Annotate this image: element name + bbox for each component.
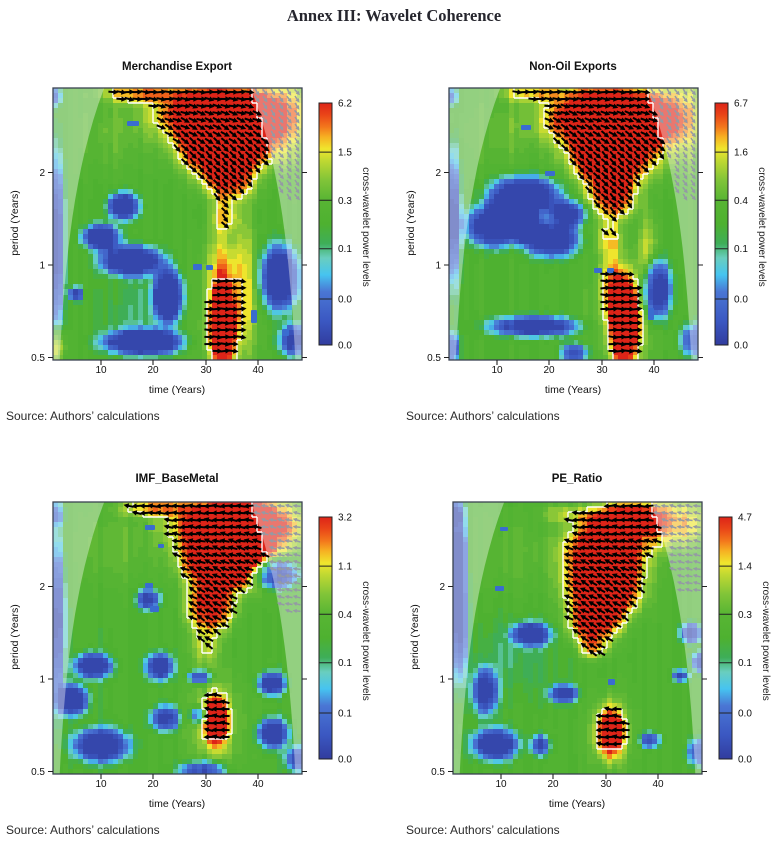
svg-text:30: 30 [600, 779, 612, 790]
svg-text:10: 10 [491, 365, 503, 376]
svg-text:20: 20 [147, 779, 159, 790]
svg-text:0.1: 0.1 [338, 658, 352, 669]
svg-text:Source: Authors’ calculations: Source: Authors’ calculations [406, 409, 560, 423]
svg-text:10: 10 [95, 779, 107, 790]
svg-text:10: 10 [95, 365, 107, 376]
svg-text:0.1: 0.1 [338, 709, 352, 720]
svg-text:time (Years): time (Years) [149, 384, 205, 396]
svg-text:0.5: 0.5 [31, 353, 45, 364]
svg-text:Merchandise Export: Merchandise Export [122, 61, 232, 73]
svg-text:period (Years): period (Years) [405, 190, 417, 256]
svg-text:cross-wavelet power levels: cross-wavelet power levels [756, 167, 767, 287]
svg-text:0.3: 0.3 [338, 196, 352, 207]
svg-text:2: 2 [435, 168, 441, 179]
svg-text:0.0: 0.0 [338, 295, 352, 306]
svg-text:1.5: 1.5 [338, 148, 352, 159]
svg-text:cross-wavelet power levels: cross-wavelet power levels [360, 581, 371, 701]
svg-text:Source: Authors’ calculations: Source: Authors’ calculations [6, 823, 160, 837]
svg-text:cross-wavelet power levels: cross-wavelet power levels [360, 167, 371, 287]
svg-text:6.2: 6.2 [338, 99, 352, 110]
svg-text:0.1: 0.1 [338, 244, 352, 255]
svg-text:1: 1 [39, 675, 45, 686]
svg-text:Source: Authors’ calculations: Source: Authors’ calculations [406, 823, 560, 837]
svg-text:40: 40 [252, 779, 264, 790]
svg-text:1.6: 1.6 [734, 148, 748, 159]
svg-text:Non-Oil Exports: Non-Oil Exports [529, 61, 617, 73]
svg-text:1: 1 [435, 261, 441, 272]
svg-text:1.1: 1.1 [338, 562, 352, 573]
svg-text:1.4: 1.4 [738, 562, 752, 573]
svg-text:time (Years): time (Years) [549, 798, 605, 810]
svg-text:cross-wavelet power levels: cross-wavelet power levels [760, 581, 771, 701]
svg-text:time (Years): time (Years) [149, 798, 205, 810]
svg-text:2: 2 [39, 168, 45, 179]
svg-text:10: 10 [495, 779, 507, 790]
svg-text:4.7: 4.7 [738, 513, 752, 524]
svg-text:Source: Authors’ calculations: Source: Authors’ calculations [6, 409, 160, 423]
svg-text:0.0: 0.0 [734, 295, 748, 306]
svg-text:40: 40 [652, 779, 664, 790]
svg-text:0.0: 0.0 [338, 755, 352, 766]
svg-text:3.2: 3.2 [338, 513, 352, 524]
svg-text:40: 40 [252, 365, 264, 376]
svg-text:0.0: 0.0 [734, 341, 748, 352]
svg-text:PE_Ratio: PE_Ratio [552, 473, 603, 485]
svg-text:20: 20 [543, 365, 555, 376]
svg-text:40: 40 [648, 365, 660, 376]
svg-text:6.7: 6.7 [734, 99, 748, 110]
svg-text:0.3: 0.3 [738, 610, 752, 621]
svg-text:0.0: 0.0 [738, 709, 752, 720]
svg-text:period (Years): period (Years) [9, 604, 21, 670]
svg-text:0.4: 0.4 [734, 196, 748, 207]
svg-text:IMF_BaseMetal: IMF_BaseMetal [135, 473, 218, 485]
svg-text:2: 2 [439, 582, 445, 593]
svg-text:0.0: 0.0 [338, 341, 352, 352]
svg-text:time (Years): time (Years) [545, 384, 601, 396]
svg-text:1: 1 [439, 675, 445, 686]
svg-text:Annex III: Wavelet Coherence: Annex III: Wavelet Coherence [287, 6, 501, 25]
svg-text:1: 1 [39, 261, 45, 272]
svg-text:0.4: 0.4 [338, 610, 352, 621]
svg-text:0.5: 0.5 [427, 353, 441, 364]
svg-text:20: 20 [147, 365, 159, 376]
svg-text:0.0: 0.0 [738, 755, 752, 766]
svg-text:period (Years): period (Years) [9, 190, 21, 256]
svg-text:period (Years): period (Years) [409, 604, 421, 670]
svg-text:2: 2 [39, 582, 45, 593]
svg-text:0.5: 0.5 [31, 767, 45, 778]
svg-text:0.1: 0.1 [738, 658, 752, 669]
svg-text:30: 30 [200, 365, 212, 376]
svg-text:0.1: 0.1 [734, 244, 748, 255]
svg-text:30: 30 [596, 365, 608, 376]
svg-text:20: 20 [547, 779, 559, 790]
svg-text:0.5: 0.5 [431, 767, 445, 778]
svg-text:30: 30 [200, 779, 212, 790]
